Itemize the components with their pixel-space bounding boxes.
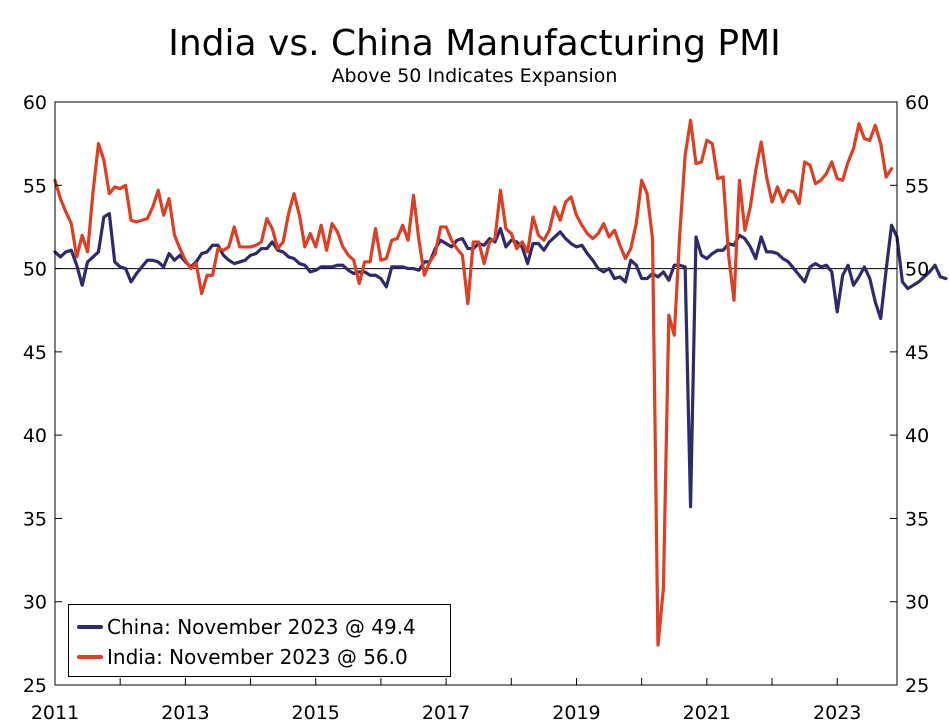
y-tick-label-left-60: 60 xyxy=(23,92,47,114)
y-tick-label-left-25: 25 xyxy=(23,675,47,697)
chart-title: India vs. China Manufacturing PMI xyxy=(168,23,781,64)
legend-swatch-india xyxy=(77,655,103,659)
y-tick-label-left-50: 50 xyxy=(23,259,47,281)
plot-frame xyxy=(54,101,898,686)
x-tick-label-2013: 2013 xyxy=(161,702,209,724)
y-tick-label-right-60: 60 xyxy=(905,92,929,114)
x-tick-label-2023: 2023 xyxy=(813,702,861,724)
x-tick-label-2015: 2015 xyxy=(292,702,340,724)
x-tick-label-2017: 2017 xyxy=(422,702,470,724)
y-tick-label-right-35: 35 xyxy=(905,508,929,530)
y-tick-label-left-45: 45 xyxy=(23,342,47,364)
y-tick-label-right-55: 55 xyxy=(905,175,929,197)
legend-item-china: China: November 2023 @ 49.4 xyxy=(77,612,416,642)
x-tick-label-2011: 2011 xyxy=(31,702,79,724)
legend-label-india: India: November 2023 @ 56.0 xyxy=(107,645,408,669)
legend-label-china: China: November 2023 @ 49.4 xyxy=(107,615,416,639)
y-tick-label-right-25: 25 xyxy=(905,675,929,697)
legend-item-india: India: November 2023 @ 56.0 xyxy=(77,642,408,672)
series-line-china xyxy=(53,212,948,509)
x-tick-label-2019: 2019 xyxy=(552,702,600,724)
y-tick-label-left-55: 55 xyxy=(23,175,47,197)
y-tick-label-right-50: 50 xyxy=(905,259,929,281)
y-tick-label-left-40: 40 xyxy=(23,425,47,447)
y-tick-label-left-30: 30 xyxy=(23,592,47,614)
legend-swatch-china xyxy=(77,625,103,629)
series-line-india xyxy=(53,118,894,647)
y-tick-label-left-35: 35 xyxy=(23,508,47,530)
y-tick-label-right-30: 30 xyxy=(905,592,929,614)
chart-subtitle: Above 50 Indicates Expansion xyxy=(331,65,618,87)
y-tick-label-right-40: 40 xyxy=(905,425,929,447)
y-tick-label-right-45: 45 xyxy=(905,342,929,364)
chart-legend: China: November 2023 @ 49.4 India: Novem… xyxy=(68,604,451,677)
x-tick-label-2021: 2021 xyxy=(683,702,731,724)
